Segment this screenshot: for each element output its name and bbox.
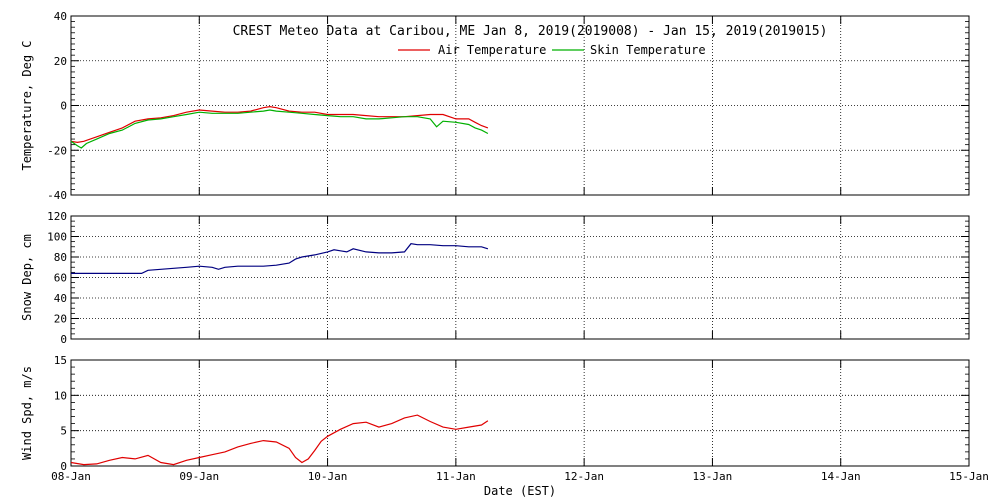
series-line-0-1: [70, 109, 489, 149]
x-tick-label: 15-Jan: [949, 470, 989, 483]
y-tick-label: 5: [60, 425, 67, 438]
y-tick-label: 20: [54, 313, 67, 326]
y-tick-label: -20: [47, 144, 67, 157]
plot-frame: [70, 215, 970, 340]
y-tick-label: 100: [47, 231, 67, 244]
y-axis-label: Snow Dep, cm: [20, 234, 34, 321]
y-tick-label: 120: [47, 210, 67, 223]
x-tick-label: 11-Jan: [436, 470, 476, 483]
y-tick-label: 0: [60, 460, 67, 473]
panels: -40 -20 0 20 40 Temperature, Deg C 0 20 40 60 80 10…: [20, 10, 989, 483]
y-axis-label: Wind Spd, m/s: [20, 366, 34, 460]
x-tick-label: 10-Jan: [308, 470, 348, 483]
plot-frame: [70, 359, 970, 467]
x-tick-label: 12-Jan: [564, 470, 604, 483]
y-tick-label: 0: [60, 333, 67, 346]
legend-skin-temperature-label: Skin Temperature: [590, 43, 706, 57]
y-tick-label: 10: [54, 389, 67, 402]
panel-1: 0 20 40 60 80 100 120 Snow Dep, cm: [20, 210, 970, 346]
y-tick-label: 20: [54, 55, 67, 68]
y-axis-label: Temperature, Deg C: [20, 40, 34, 170]
x-axis-label: Date (EST): [484, 484, 556, 498]
legend-air-temperature-label: Air Temperature: [438, 43, 546, 57]
y-tick-label: 60: [54, 272, 67, 285]
y-tick-label: 0: [60, 100, 67, 113]
x-tick-label: 13-Jan: [693, 470, 733, 483]
chart-title: CREST Meteo Data at Caribou, ME Jan 8, 2…: [233, 24, 828, 39]
series-line-0-0: [70, 105, 489, 144]
x-tick-label: 09-Jan: [179, 470, 219, 483]
y-tick-label: -40: [47, 189, 67, 202]
legend: Air Temperature Skin Temperature: [398, 43, 706, 57]
panel-0: -40 -20 0 20 40 Temperature, Deg C: [20, 10, 970, 202]
y-tick-label: 40: [54, 10, 67, 23]
panel-2: 0 5 10 15 Wind Spd, m/s 08-Jan 09-Jan 10-Jan 11-…: [20, 354, 989, 483]
y-tick-label: 80: [54, 251, 67, 264]
x-tick-label: 08-Jan: [51, 470, 91, 483]
y-tick-label: 40: [54, 292, 67, 305]
x-tick-label: 14-Jan: [821, 470, 861, 483]
series-line-2-0: [70, 414, 489, 466]
series-line-1-0: [71, 243, 489, 274]
y-tick-label: 15: [54, 354, 67, 367]
